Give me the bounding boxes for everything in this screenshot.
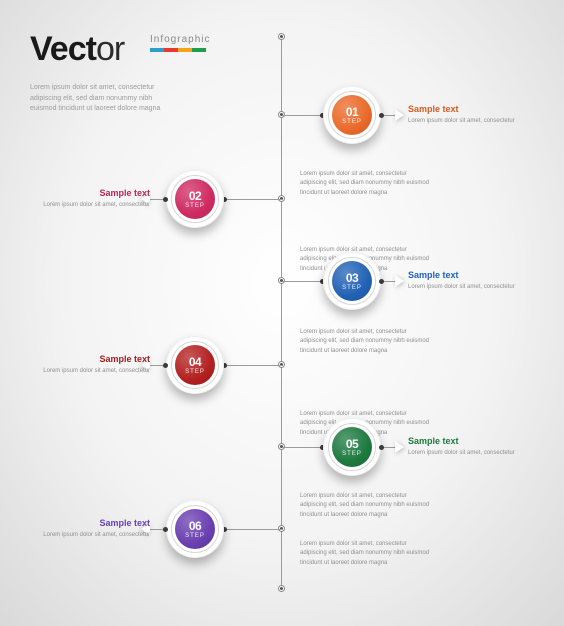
step-number: 04 [189,356,201,368]
callout-title: Sample text [408,436,528,446]
step-badge: 01STEP [323,86,381,144]
callout: Sample text Lorem ipsum dolor sit amet, c… [408,270,528,292]
step-label: STEP [185,533,205,539]
callout-body: Lorem ipsum dolor sit amet, consectetur [30,531,150,540]
connector-dot [379,113,384,118]
step-badge: 02STEP [166,170,224,228]
step-badge: 06STEP [166,500,224,558]
timeline-axis [281,36,282,592]
callout-body: Lorem ipsum dolor sit amet, consectetur [30,367,150,376]
callout-title: Sample text [30,518,150,528]
connector [224,365,282,366]
callout-body: Lorem ipsum dolor sit amet, consectetur [408,283,528,292]
connector-dot [163,527,168,532]
step-badge: 04STEP [166,336,224,394]
connector [224,529,282,530]
step-number: 02 [189,190,201,202]
callout-title: Sample text [30,354,150,364]
step-number: 03 [346,272,358,284]
axis-node [278,33,285,40]
connector [282,281,323,282]
callout: Sample text Lorem ipsum dolor sit amet, c… [30,518,150,540]
callout: Sample text Lorem ipsum dolor sit amet, c… [408,436,528,458]
callout-body: Lorem ipsum dolor sit amet, consectetur [408,117,528,126]
axis-paragraph: Lorem ipsum dolor sit amet, consectetur … [300,540,430,568]
callout-body: Lorem ipsum dolor sit amet, consectetur [408,449,528,458]
header: Vector Infographic Lorem ipsum dolor sit… [30,30,180,115]
step-number: 06 [189,520,201,532]
accent-bar [178,48,192,52]
connector [282,447,323,448]
callout-title: Sample text [30,188,150,198]
step-label: STEP [342,451,362,457]
step-label: STEP [185,369,205,375]
callout: Sample text Lorem ipsum dolor sit amet, c… [30,188,150,210]
title-bold: Vect [30,30,96,68]
accent-bars [150,48,206,52]
callout: Sample text Lorem ipsum dolor sit amet, c… [30,354,150,376]
callout-title: Sample text [408,270,528,280]
connector-dot [163,363,168,368]
connector-dot [163,197,168,202]
pointer-icon [395,441,404,453]
title-thin: or [96,30,124,68]
accent-bar [192,48,206,52]
infographic-canvas: { "header":{ "title_bold":"Vect", "title… [0,0,564,626]
accent-bar [164,48,178,52]
connector [224,199,282,200]
callout: Sample text Lorem ipsum dolor sit amet, c… [408,104,528,126]
step-label: STEP [185,203,205,209]
connector [282,115,323,116]
axis-paragraph: Lorem ipsum dolor sit amet, consectetur … [300,328,430,356]
connector-dot [379,445,384,450]
header-body: Lorem ipsum dolor sit amet, consectetur … [30,83,180,115]
step-label: STEP [342,285,362,291]
pointer-icon [395,109,404,121]
subtitle: Infographic [150,34,210,45]
step-number: 05 [346,438,358,450]
step-badge: 05STEP [323,418,381,476]
connector-dot [379,279,384,284]
axis-paragraph: Lorem ipsum dolor sit amet, consectetur … [300,492,430,520]
step-badge: 03STEP [323,252,381,310]
callout-title: Sample text [408,104,528,114]
accent-bar [150,48,164,52]
pointer-icon [395,275,404,287]
axis-node [278,585,285,592]
axis-paragraph: Lorem ipsum dolor sit amet, consectetur … [300,170,430,198]
step-label: STEP [342,119,362,125]
step-number: 01 [346,106,358,118]
callout-body: Lorem ipsum dolor sit amet, consectetur [30,201,150,210]
